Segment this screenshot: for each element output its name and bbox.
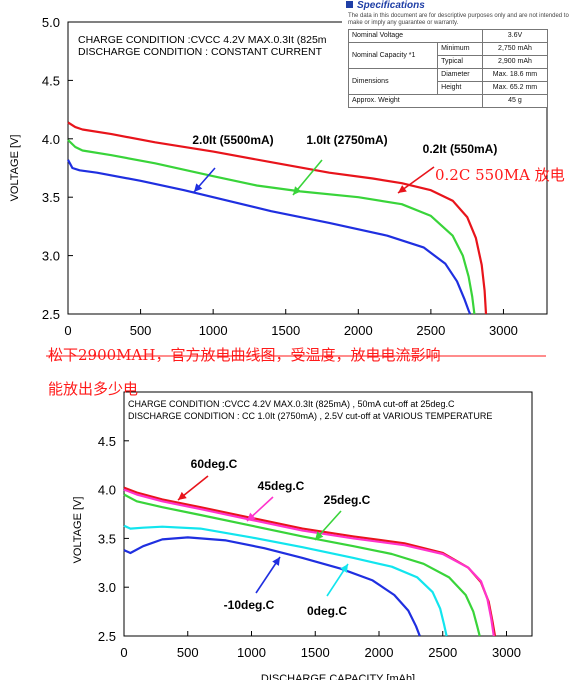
spec-row-voltage: Nominal Voltage 3.6V bbox=[348, 29, 549, 43]
spec-minimum-value: 2,750 mAh bbox=[481, 42, 549, 56]
spec-row-weight: Approx. Weight 45 g bbox=[348, 94, 549, 108]
y-tick-label: 5.0 bbox=[42, 15, 60, 30]
x-tick-label: 2000 bbox=[365, 645, 394, 660]
spec-dimensions-label: Dimensions bbox=[347, 68, 439, 95]
x-tick-label: 500 bbox=[130, 323, 152, 338]
spec-height-value: Max. 65.2 mm bbox=[481, 81, 549, 95]
x-tick-label: 2000 bbox=[344, 323, 373, 338]
x-tick-label: 1000 bbox=[237, 645, 266, 660]
series-annotation: 60deg.C bbox=[191, 457, 238, 471]
condition-text: DISCHARGE CONDITION : CC 1.0It (2750mA) … bbox=[128, 411, 492, 421]
annotation-arrow-head bbox=[315, 531, 324, 540]
spec-row-diameter: Dimensions Diameter Max. 18.6 mm bbox=[347, 68, 549, 95]
series-annotation: 25deg.C bbox=[324, 493, 371, 507]
specifications-panel: Specifications The data in this document… bbox=[342, 0, 578, 108]
y-tick-label: 4.0 bbox=[42, 132, 60, 147]
y-axis-label: VOLTAGE [V] bbox=[72, 497, 84, 564]
specifications-table: Nominal Voltage 3.6V Nominal Capacity *1… bbox=[347, 29, 549, 108]
y-tick-label: 3.5 bbox=[98, 531, 116, 546]
note-line-1: 松下2900MAH，官方放电曲线图，受温度，放电电流影响 bbox=[48, 346, 441, 364]
spec-voltage-value: 3.6V bbox=[481, 29, 549, 43]
y-tick-label: 2.5 bbox=[98, 629, 116, 644]
specifications-note: The data in this document are for descri… bbox=[348, 13, 569, 26]
spec-weight-label: Approx. Weight bbox=[348, 94, 483, 108]
spec-typical-label: Typical bbox=[437, 55, 483, 69]
y-tick-label: 4.0 bbox=[98, 483, 116, 498]
series-line--10deg-c bbox=[123, 536, 421, 637]
annotation-arrow-head bbox=[194, 183, 203, 192]
annotation-arrow-head bbox=[398, 185, 407, 193]
spec-typical-value: 2,900 mAh bbox=[481, 55, 549, 69]
x-tick-label: 1500 bbox=[271, 323, 300, 338]
series-annotation: 45deg.C bbox=[258, 479, 305, 493]
specifications-title: Specifications bbox=[342, 0, 578, 11]
x-tick-label: 2500 bbox=[416, 323, 445, 338]
spec-capacity-label: Nominal Capacity *1 bbox=[347, 42, 439, 69]
y-tick-label: 2.5 bbox=[42, 307, 60, 322]
series-annotation: -10deg.C bbox=[224, 598, 275, 612]
series-line-2-0it-5500ma- bbox=[67, 159, 472, 315]
x-tick-label: 2500 bbox=[428, 645, 457, 660]
y-tick-label: 4.5 bbox=[98, 434, 116, 449]
annotation-arrow-head bbox=[178, 491, 187, 500]
series-annotation: 2.0It (5500mA) bbox=[192, 133, 273, 147]
spec-voltage-label: Nominal Voltage bbox=[348, 29, 483, 43]
spec-weight-value: 45 g bbox=[481, 94, 549, 108]
y-tick-label: 3.0 bbox=[42, 249, 60, 264]
series-line-1-0it-2750ma- bbox=[67, 139, 476, 315]
spec-diameter-value: Max. 18.6 mm bbox=[481, 68, 549, 82]
annotation-arrow-head bbox=[272, 557, 280, 566]
x-tick-label: 0 bbox=[120, 645, 127, 660]
spec-diameter-label: Diameter bbox=[437, 68, 483, 82]
y-tick-label: 3.0 bbox=[98, 580, 116, 595]
x-axis-label: DISCHARGE CAPACITY [mAh] bbox=[261, 673, 415, 680]
condition-text: CHARGE CONDITION :CVCC 4.2V MAX.0.3It (8… bbox=[128, 399, 455, 409]
x-tick-label: 500 bbox=[177, 645, 199, 660]
x-tick-label: 1500 bbox=[301, 645, 330, 660]
series-line-0-2it-550ma- bbox=[67, 121, 488, 315]
series-annotation: 1.0It (2750mA) bbox=[306, 133, 387, 147]
series-annotation: 0.2It (550mA) bbox=[423, 142, 498, 156]
series-annotation: 0deg.C bbox=[307, 604, 347, 618]
y-tick-label: 3.5 bbox=[42, 190, 60, 205]
spec-height-label: Height bbox=[437, 81, 483, 95]
series-line-0deg-c bbox=[123, 524, 448, 637]
plot-frame-2 bbox=[123, 391, 533, 637]
series-line-25deg-c bbox=[123, 493, 481, 637]
x-tick-label: 3000 bbox=[492, 645, 521, 660]
x-tick-label: 3000 bbox=[489, 323, 518, 338]
spec-row-capacity-min: Nominal Capacity *1 Minimum 2,750 mAh bbox=[347, 42, 549, 69]
annotation-arrow-head bbox=[340, 564, 348, 573]
y-tick-label: 4.5 bbox=[42, 73, 60, 88]
note-line-2: 能放出多少电 bbox=[48, 380, 139, 398]
condition-text: DISCHARGE CONDITION : CONSTANT CURRENT bbox=[78, 46, 323, 58]
condition-text: CHARGE CONDITION :CVCC 4.2V MAX.0.3It (8… bbox=[78, 34, 327, 46]
y-axis-label: VOLTAGE [V] bbox=[9, 135, 21, 202]
series-line-45deg-c bbox=[123, 488, 495, 637]
x-tick-label: 1000 bbox=[199, 323, 228, 338]
annotation-arrow-head bbox=[293, 186, 302, 195]
discharge-rate-note: 0.2C 550MA 放电 bbox=[435, 166, 565, 184]
spec-minimum-label: Minimum bbox=[437, 42, 483, 56]
x-tick-label: 0 bbox=[64, 323, 71, 338]
annotation-arrow-head bbox=[247, 512, 256, 521]
